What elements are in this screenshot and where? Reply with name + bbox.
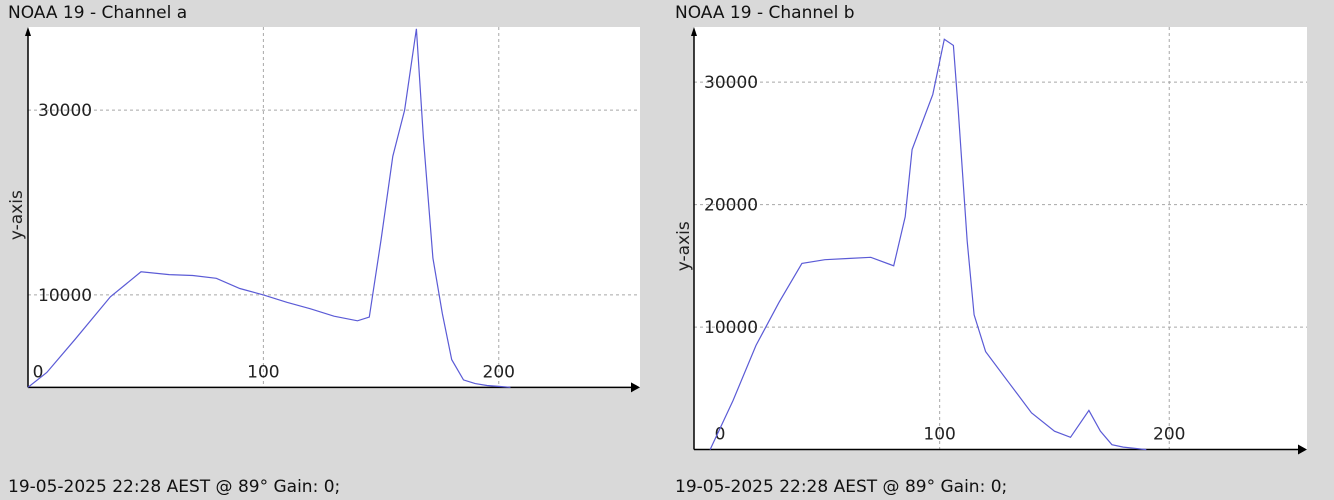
y-axis-arrow [25, 27, 31, 36]
plot-area [28, 27, 640, 388]
chart-footer: 19-05-2025 22:28 AEST @ 89° Gain: 0; [8, 477, 341, 497]
x-axis-arrow [1298, 444, 1307, 455]
chart-b: 0 100 200 10000 20000 30000 y-axis [674, 27, 1307, 455]
x-axis-arrow [631, 382, 640, 393]
chart-footer: 19-05-2025 22:28 AEST @ 89° Gain: 0; [675, 477, 1008, 497]
y-axis-label: y-axis [7, 190, 27, 240]
x-tick-label: 0 [715, 425, 726, 445]
x-tick-label: 0 [33, 362, 44, 382]
y-tick-label: 10000 [38, 286, 92, 306]
chart-a: 0 100 200 10000 30000 y-axis [7, 27, 640, 393]
y-axis-label: y-axis [674, 221, 694, 271]
x-tick-label: 200 [483, 362, 515, 382]
x-tick-label: 100 [247, 362, 279, 382]
chart-title: NOAA 19 - Channel a [8, 3, 188, 23]
y-tick-label: 30000 [38, 101, 92, 121]
series-line [709, 38, 1147, 451]
chart-panel-a: NOAA 19 - Channel a 0 100 200 10000 30000 y-a… [7, 3, 640, 497]
y-tick-label: 20000 [704, 196, 758, 216]
x-tick-label: 100 [923, 425, 955, 445]
y-axis-arrow [691, 27, 697, 36]
y-tick-label: 30000 [704, 73, 758, 93]
chart-title: NOAA 19 - Channel b [675, 3, 855, 23]
x-tick-label: 200 [1153, 425, 1185, 445]
y-tick-label: 10000 [704, 318, 758, 338]
series-line [27, 28, 511, 388]
plot-area [694, 27, 1307, 450]
chart-panel-b: NOAA 19 - Channel b 0 100 200 10000 20000 300… [667, 0, 1334, 500]
